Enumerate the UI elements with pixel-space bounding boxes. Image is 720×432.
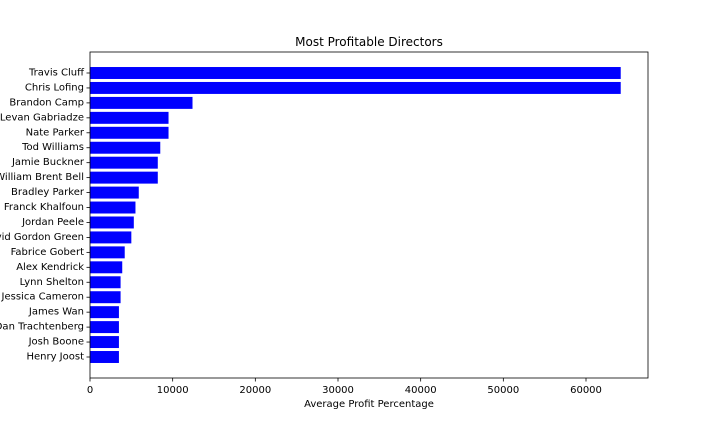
bar — [90, 216, 134, 229]
bar — [90, 321, 119, 334]
bar — [90, 276, 121, 289]
y-tick-label: Josh Boone — [28, 337, 84, 348]
x-tick-label: 50000 — [487, 385, 519, 396]
bar — [90, 81, 621, 94]
bar — [90, 111, 169, 124]
y-tick-label: Tod Williams — [21, 142, 84, 153]
x-axis-label: Average Profit Percentage — [304, 399, 434, 410]
y-tick-label: Bradley Parker — [11, 187, 85, 198]
y-tick-label: Henry Joost — [26, 352, 84, 363]
bar — [90, 261, 123, 274]
bar — [90, 291, 121, 304]
bar — [90, 246, 125, 259]
x-tick-label: 0 — [87, 385, 93, 396]
y-tick-label: William Brent Bell — [0, 172, 84, 183]
x-tick-label: 10000 — [157, 385, 189, 396]
y-tick-label: Brandon Camp — [9, 97, 84, 108]
y-tick-label: Alex Kendrick — [16, 262, 84, 273]
y-tick-label: Fabrice Gobert — [11, 247, 85, 258]
y-tick-label: Jordan Peele — [21, 217, 84, 228]
y-tick-label: Jamie Buckner — [11, 157, 85, 168]
y-axis-ticks: Travis Cluff Chris Lofing Brandon Camp Leva… — [0, 68, 90, 363]
bar — [90, 351, 119, 363]
bar — [90, 186, 139, 199]
bar — [90, 96, 193, 109]
bar — [90, 67, 621, 79]
plot-frame — [89, 51, 649, 379]
bar — [90, 231, 132, 244]
bar — [90, 171, 158, 184]
y-tick-label: Dan Trachtenberg — [0, 322, 84, 333]
chart-title: Most Profitable Directors — [295, 35, 443, 49]
y-tick-label: David Gordon Green — [0, 232, 84, 243]
x-tick-label: 40000 — [405, 385, 437, 396]
y-tick-label: James Wan — [28, 307, 84, 318]
y-tick-label: Travis Cluff — [28, 68, 85, 79]
bar — [90, 306, 119, 319]
bars-group — [90, 67, 621, 363]
bar — [90, 126, 169, 139]
y-tick-label: Lynn Shelton — [20, 277, 84, 288]
x-tick-label: 60000 — [570, 385, 602, 396]
bar — [90, 201, 136, 214]
x-tick-label: 20000 — [239, 385, 271, 396]
x-axis-ticks: 0 10000 20000 30000 40000 50000 60000 — [87, 378, 602, 396]
y-tick-label: Chris Lofing — [25, 82, 84, 93]
y-tick-label: Jessica Cameron — [1, 292, 84, 303]
bar — [90, 141, 161, 154]
y-tick-label: Franck Khalfoun — [4, 202, 84, 213]
y-tick-label: Levan Gabriadze — [0, 112, 84, 123]
bar — [90, 156, 158, 169]
x-tick-label: 30000 — [322, 385, 354, 396]
y-tick-label: Nate Parker — [26, 127, 85, 138]
bar — [90, 336, 119, 349]
